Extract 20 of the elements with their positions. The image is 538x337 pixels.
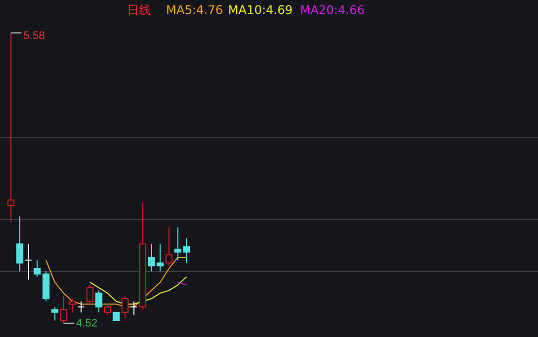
annotation: 4.52 [76, 317, 98, 330]
candlestick [86, 284, 94, 305]
candlestick [68, 298, 76, 313]
candlestick [78, 300, 85, 313]
candlestick [60, 295, 68, 324]
candlestick [7, 32, 14, 222]
candlestick [51, 306, 58, 322]
text: MA20:4.66 [300, 3, 365, 17]
candlestick [122, 295, 129, 318]
candlestick [16, 216, 24, 272]
text: MA5:4.76 [166, 3, 223, 17]
candlestick [95, 290, 102, 313]
candlestick [165, 226, 172, 266]
annotation: 5.58 [23, 30, 45, 42]
candlestick [130, 300, 138, 316]
chart-title: 日线 [127, 3, 151, 17]
candlestick [24, 243, 32, 280]
candlestick [34, 260, 41, 278]
text: MA10:4.69 [228, 3, 293, 17]
candlestick [104, 304, 112, 316]
